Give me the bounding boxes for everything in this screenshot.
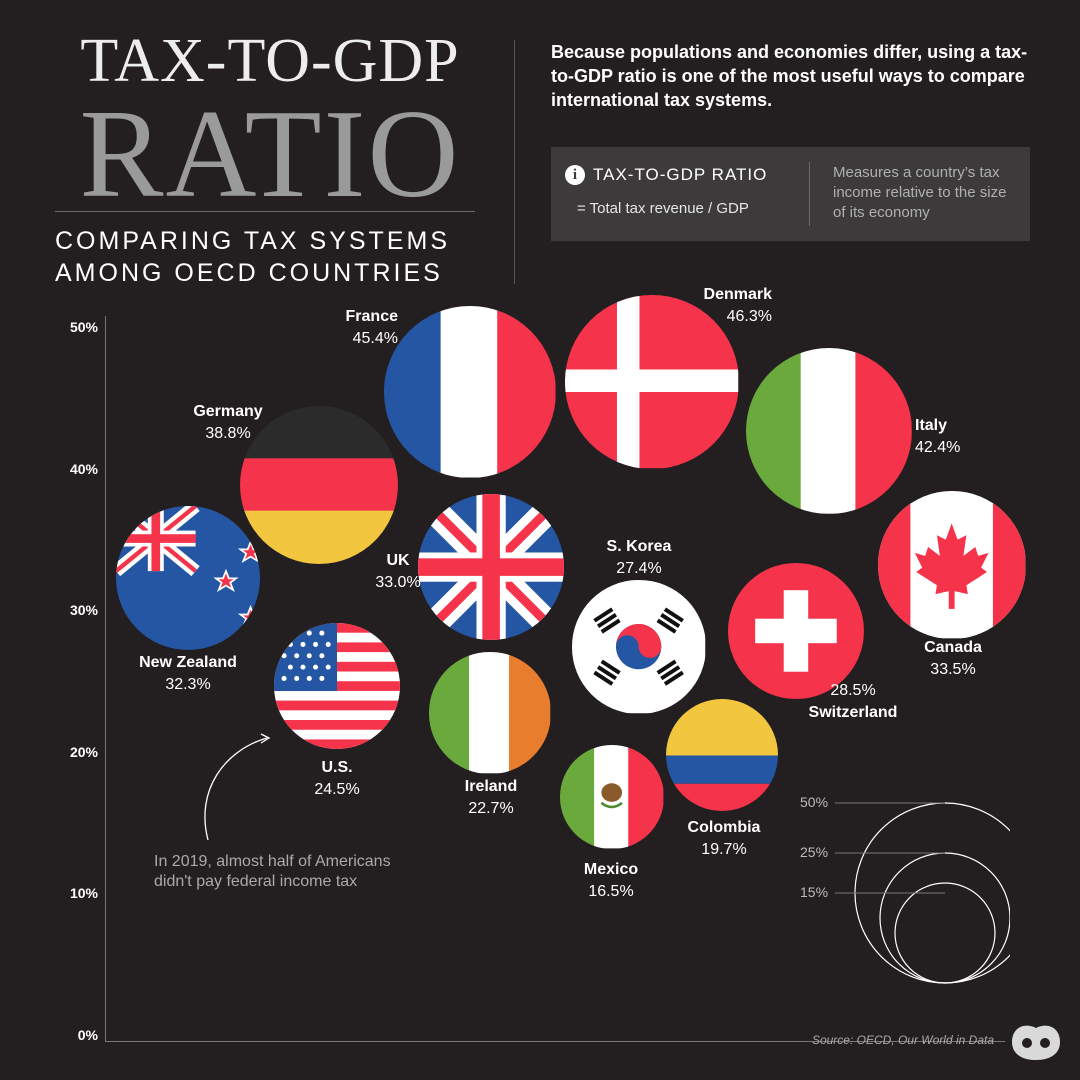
label-south-korea: S. Korea 27.4% bbox=[607, 536, 672, 580]
subtitle-line-2: AMONG OECD COUNTRIES bbox=[55, 259, 443, 287]
country-value: 24.5% bbox=[314, 781, 360, 798]
label-new-zealand: New Zealand 32.3% bbox=[139, 652, 237, 696]
annotation-line-1: In 2019, almost half of Americans bbox=[154, 853, 391, 870]
bubble-colombia bbox=[665, 698, 779, 812]
intro-text: Because populations and economies differ… bbox=[551, 42, 1028, 110]
country-value: 38.8% bbox=[205, 425, 251, 442]
country-value: 33.0% bbox=[375, 574, 421, 591]
country-name: S. Korea bbox=[606, 538, 672, 555]
info-icon: i bbox=[565, 165, 585, 185]
size-legend-label: 15% bbox=[800, 884, 829, 900]
country-value: 28.5% bbox=[830, 682, 876, 699]
country-name: Ireland bbox=[464, 778, 518, 795]
y-tick-label: 10% bbox=[69, 885, 98, 901]
bubble-germany bbox=[239, 405, 399, 565]
logo-icon bbox=[1012, 1025, 1060, 1060]
country-value: 33.5% bbox=[930, 661, 976, 678]
bubble-south-korea bbox=[572, 580, 706, 714]
bubble-usa bbox=[274, 623, 400, 749]
country-value: 46.3% bbox=[726, 308, 772, 325]
y-tick-label: 0% bbox=[77, 1027, 98, 1043]
label-germany: Germany 38.8% bbox=[193, 401, 262, 445]
bubble-switzerland bbox=[728, 563, 864, 699]
x-axis-line bbox=[105, 1041, 1005, 1042]
bubble-canada bbox=[878, 491, 1026, 639]
country-value: 22.7% bbox=[468, 800, 514, 817]
country-name: U.S. bbox=[321, 759, 353, 776]
bubble-italy bbox=[746, 348, 912, 514]
country-name: Germany bbox=[193, 403, 263, 420]
annotation-line-2: didn't pay federal income tax bbox=[154, 873, 358, 890]
definition-formula: = Total tax revenue / GDP bbox=[577, 200, 749, 217]
y-tick-label: 30% bbox=[69, 602, 98, 618]
bubble-uk bbox=[417, 493, 565, 641]
label-france: France 45.4% bbox=[346, 306, 398, 350]
definition-title: TAX-TO-GDP RATIO bbox=[593, 165, 768, 184]
label-colombia: Colombia 19.7% bbox=[688, 817, 761, 861]
bubble-denmark bbox=[565, 295, 739, 469]
size-legend-label: 50% bbox=[800, 794, 829, 810]
subtitle-line-1: COMPARING TAX SYSTEMS bbox=[55, 227, 450, 255]
size-legend: 50% 25% 15% bbox=[790, 790, 1036, 995]
country-name: Colombia bbox=[687, 819, 761, 836]
label-mexico: Mexico 16.5% bbox=[584, 859, 638, 903]
label-denmark: Denmark 46.3% bbox=[704, 284, 772, 328]
label-switzerland: 28.5% Switzerland bbox=[809, 680, 898, 724]
definition-description: Measures a country’s tax income relative… bbox=[833, 164, 1007, 221]
label-canada: Canada 33.5% bbox=[924, 637, 982, 681]
country-name: Denmark bbox=[703, 286, 772, 303]
country-value: 32.3% bbox=[165, 676, 211, 693]
y-axis-line bbox=[105, 316, 106, 1042]
label-ireland: Ireland 22.7% bbox=[465, 776, 517, 820]
country-value: 45.4% bbox=[352, 330, 398, 347]
definition-separator bbox=[809, 162, 810, 226]
country-name: Italy bbox=[915, 417, 948, 434]
country-value: 16.5% bbox=[588, 883, 634, 900]
country-name: Canada bbox=[924, 639, 982, 656]
label-uk: UK 33.0% bbox=[375, 550, 420, 594]
size-legend-circles bbox=[835, 802, 1036, 984]
country-name: Mexico bbox=[583, 861, 639, 878]
subtitle: COMPARING TAX SYSTEMS AMONG OECD COUNTRI… bbox=[55, 225, 495, 289]
size-legend-label: 25% bbox=[800, 844, 829, 860]
bubble-ireland bbox=[429, 652, 551, 774]
annotation-arrow bbox=[204, 733, 271, 841]
header-divider bbox=[514, 40, 515, 284]
bubble-new-zealand bbox=[115, 505, 261, 651]
title-line-1: TAX-TO-GDP bbox=[80, 27, 460, 95]
country-name: France bbox=[345, 308, 398, 325]
country-name: Switzerland bbox=[808, 704, 898, 721]
bubble-mexico bbox=[560, 745, 664, 849]
definition-box: i TAX-TO-GDP RATIO = Total tax revenue /… bbox=[551, 147, 1030, 241]
bubble-france bbox=[384, 306, 556, 478]
y-tick-label: 20% bbox=[69, 744, 98, 760]
annotation-text: In 2019, almost half of Americans didn't… bbox=[154, 852, 391, 892]
source-note: Source: OECD, Our World in Data bbox=[811, 1033, 994, 1047]
country-value: 19.7% bbox=[701, 841, 747, 858]
country-value: 27.4% bbox=[616, 560, 662, 577]
country-name: UK bbox=[386, 552, 410, 569]
y-tick-label: 40% bbox=[69, 461, 98, 477]
country-name: New Zealand bbox=[139, 654, 237, 671]
label-usa: U.S. 24.5% bbox=[314, 757, 359, 801]
country-value: 42.4% bbox=[915, 439, 961, 456]
title-divider bbox=[55, 211, 475, 212]
label-italy: Italy 42.4% bbox=[915, 415, 960, 459]
title-line-2: RATIO bbox=[79, 85, 461, 224]
y-tick-label: 50% bbox=[69, 319, 98, 335]
